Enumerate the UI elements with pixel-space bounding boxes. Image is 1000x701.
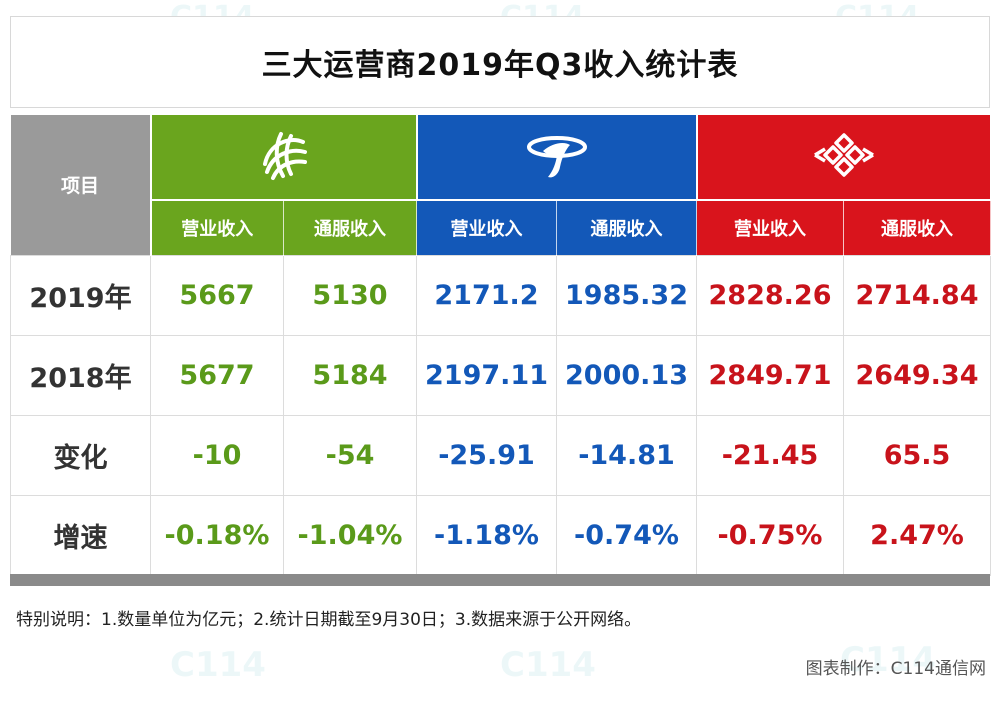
footnote: 特别说明：1.数量单位为亿元；2.统计日期截至9月30日；3.数据来源于公开网络… — [16, 610, 642, 630]
row-label: 2019年 — [10, 254, 151, 336]
table-cell: -0.75% — [696, 494, 844, 576]
table-cell: -1.04% — [283, 494, 417, 576]
title-box: 三大运营商2019年Q3收入统计表 — [10, 16, 990, 108]
table-cell: -0.74% — [556, 494, 697, 576]
item-header: 项目 — [10, 115, 152, 255]
table-row: 变化 -10 -54 -25.91 -14.81 -21.45 65.5 — [10, 414, 991, 496]
col-header-cm-revenue: 营业收入 — [150, 200, 284, 255]
table-cell: 2171.2 — [416, 254, 557, 336]
revenue-table-wrap: 项目 — [10, 115, 992, 576]
table-cell: 2849.71 — [696, 334, 844, 416]
china-unicom-logo-icon — [811, 131, 877, 183]
table-cell: -1.18% — [416, 494, 557, 576]
table-cell: 1985.32 — [556, 254, 697, 336]
table-cell: 2714.84 — [843, 254, 991, 336]
revenue-table: 项目 — [10, 115, 992, 576]
table-cell: -54 — [283, 414, 417, 496]
row-label: 增速 — [10, 494, 151, 576]
col-header-cm-telecom-revenue: 通服收入 — [283, 200, 417, 255]
table-cell: 65.5 — [843, 414, 991, 496]
page-title: 三大运营商2019年Q3收入统计表 — [261, 48, 739, 83]
table-cell: 2828.26 — [696, 254, 844, 336]
col-header-ct-telecom-revenue: 通服收入 — [556, 200, 697, 255]
table-cell: 2197.11 — [416, 334, 557, 416]
table-cell: -10 — [150, 414, 284, 496]
watermark: C114 — [170, 645, 266, 685]
watermark: C114 — [500, 645, 596, 685]
table-cell: 5130 — [283, 254, 417, 336]
table-cell: 5184 — [283, 334, 417, 416]
table-cell: 2649.34 — [843, 334, 991, 416]
table-cell: 5667 — [150, 254, 284, 336]
table-cell: 2.47% — [843, 494, 991, 576]
china-unicom-header — [696, 115, 992, 201]
row-label: 变化 — [10, 414, 151, 496]
col-header-ct-revenue: 营业收入 — [416, 200, 557, 255]
china-telecom-logo-icon — [526, 127, 588, 187]
chart-credit: 图表制作：C114通信网 — [805, 659, 986, 679]
table-cell: 5677 — [150, 334, 284, 416]
table-row: 增速 -0.18% -1.04% -1.18% -0.74% -0.75% 2.… — [10, 494, 991, 576]
table-cell: -0.18% — [150, 494, 284, 576]
table-cell: -21.45 — [696, 414, 844, 496]
col-header-cu-telecom-revenue: 通服收入 — [843, 200, 991, 255]
col-header-cu-revenue: 营业收入 — [696, 200, 844, 255]
row-label: 2018年 — [10, 334, 151, 416]
china-telecom-header — [416, 115, 698, 201]
table-cell: -14.81 — [556, 414, 697, 496]
china-mobile-logo-icon — [255, 126, 313, 188]
table-cell: -25.91 — [416, 414, 557, 496]
table-bottom-bar — [10, 574, 990, 586]
china-mobile-header — [150, 115, 418, 201]
table-cell: 2000.13 — [556, 334, 697, 416]
table-row: 2019年 5667 5130 2171.2 1985.32 2828.26 2… — [10, 254, 991, 336]
table-row: 2018年 5677 5184 2197.11 2000.13 2849.71 … — [10, 334, 991, 416]
